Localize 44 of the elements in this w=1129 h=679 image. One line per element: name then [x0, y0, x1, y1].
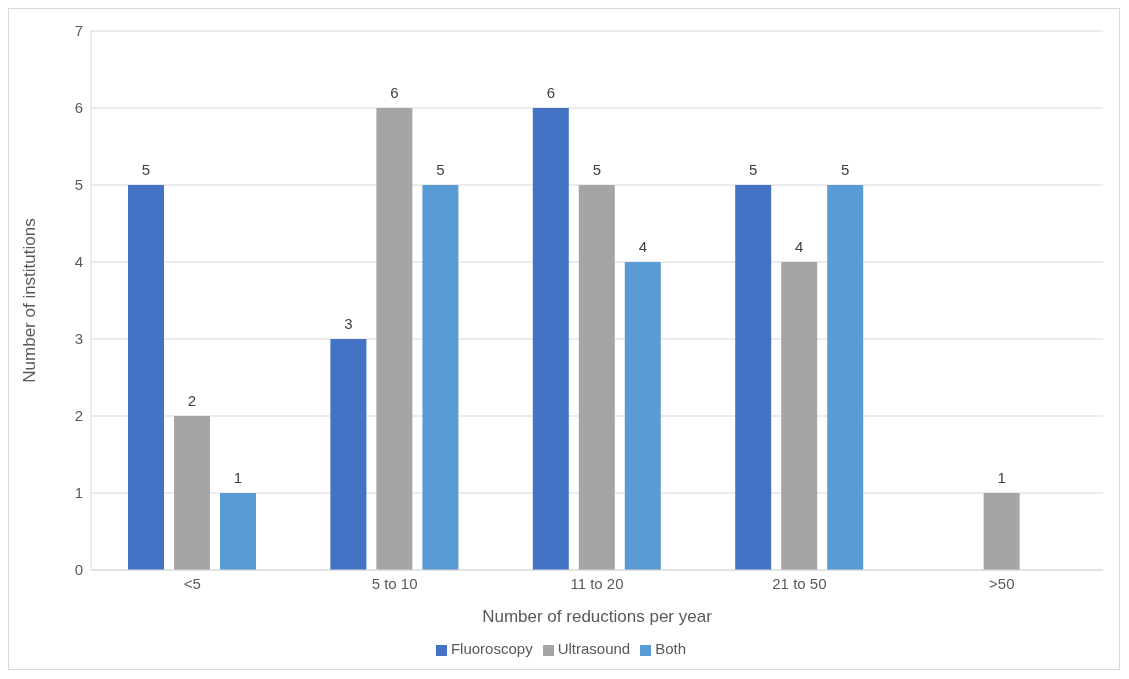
data-label: 5	[436, 161, 445, 178]
bar	[624, 262, 661, 570]
bar	[781, 262, 818, 570]
data-label: 1	[997, 469, 1006, 486]
data-label: 5	[592, 161, 601, 178]
y-tick-label: 7	[74, 22, 83, 40]
legend-label: Both	[655, 640, 687, 657]
x-tick-label: <5	[183, 574, 201, 592]
x-tick-label: 5 to 10	[371, 574, 418, 592]
y-tick-label: 6	[74, 99, 83, 117]
bar	[735, 185, 772, 570]
legend-label: Fluoroscopy	[450, 640, 533, 657]
bar	[983, 493, 1020, 570]
data-label: 6	[390, 84, 399, 101]
data-label: 4	[638, 238, 647, 255]
y-tick-label: 2	[74, 407, 83, 425]
y-axis-title: Number of institutions	[20, 218, 40, 383]
data-label: 5	[141, 161, 151, 178]
x-axis-title: Number of reductions per year	[482, 607, 713, 626]
bar	[174, 416, 210, 570]
x-tick-label: 11 to 20	[570, 574, 624, 592]
bar	[578, 185, 615, 570]
bar	[827, 185, 864, 570]
y-tick-label: 0	[74, 561, 83, 579]
bar	[532, 108, 569, 570]
data-label: 3	[344, 315, 353, 332]
x-tick-label: >50	[989, 574, 1015, 592]
bar	[376, 108, 413, 570]
legend-label: Ultrasound	[557, 640, 631, 657]
bar	[422, 185, 459, 570]
data-label: 2	[187, 392, 197, 409]
y-tick-label: 4	[74, 253, 83, 271]
y-tick-label: 3	[74, 330, 83, 348]
bar	[128, 185, 164, 570]
data-label: 5	[841, 161, 850, 178]
bar	[330, 339, 367, 570]
data-label: 4	[795, 238, 804, 255]
y-tick-label: 1	[74, 484, 83, 502]
data-label: 6	[546, 84, 555, 101]
data-label: 1	[233, 469, 243, 486]
data-label: 5	[749, 161, 758, 178]
bar	[220, 493, 256, 570]
x-tick-label: 21 to 50	[772, 574, 827, 592]
y-tick-label: 5	[74, 176, 83, 194]
